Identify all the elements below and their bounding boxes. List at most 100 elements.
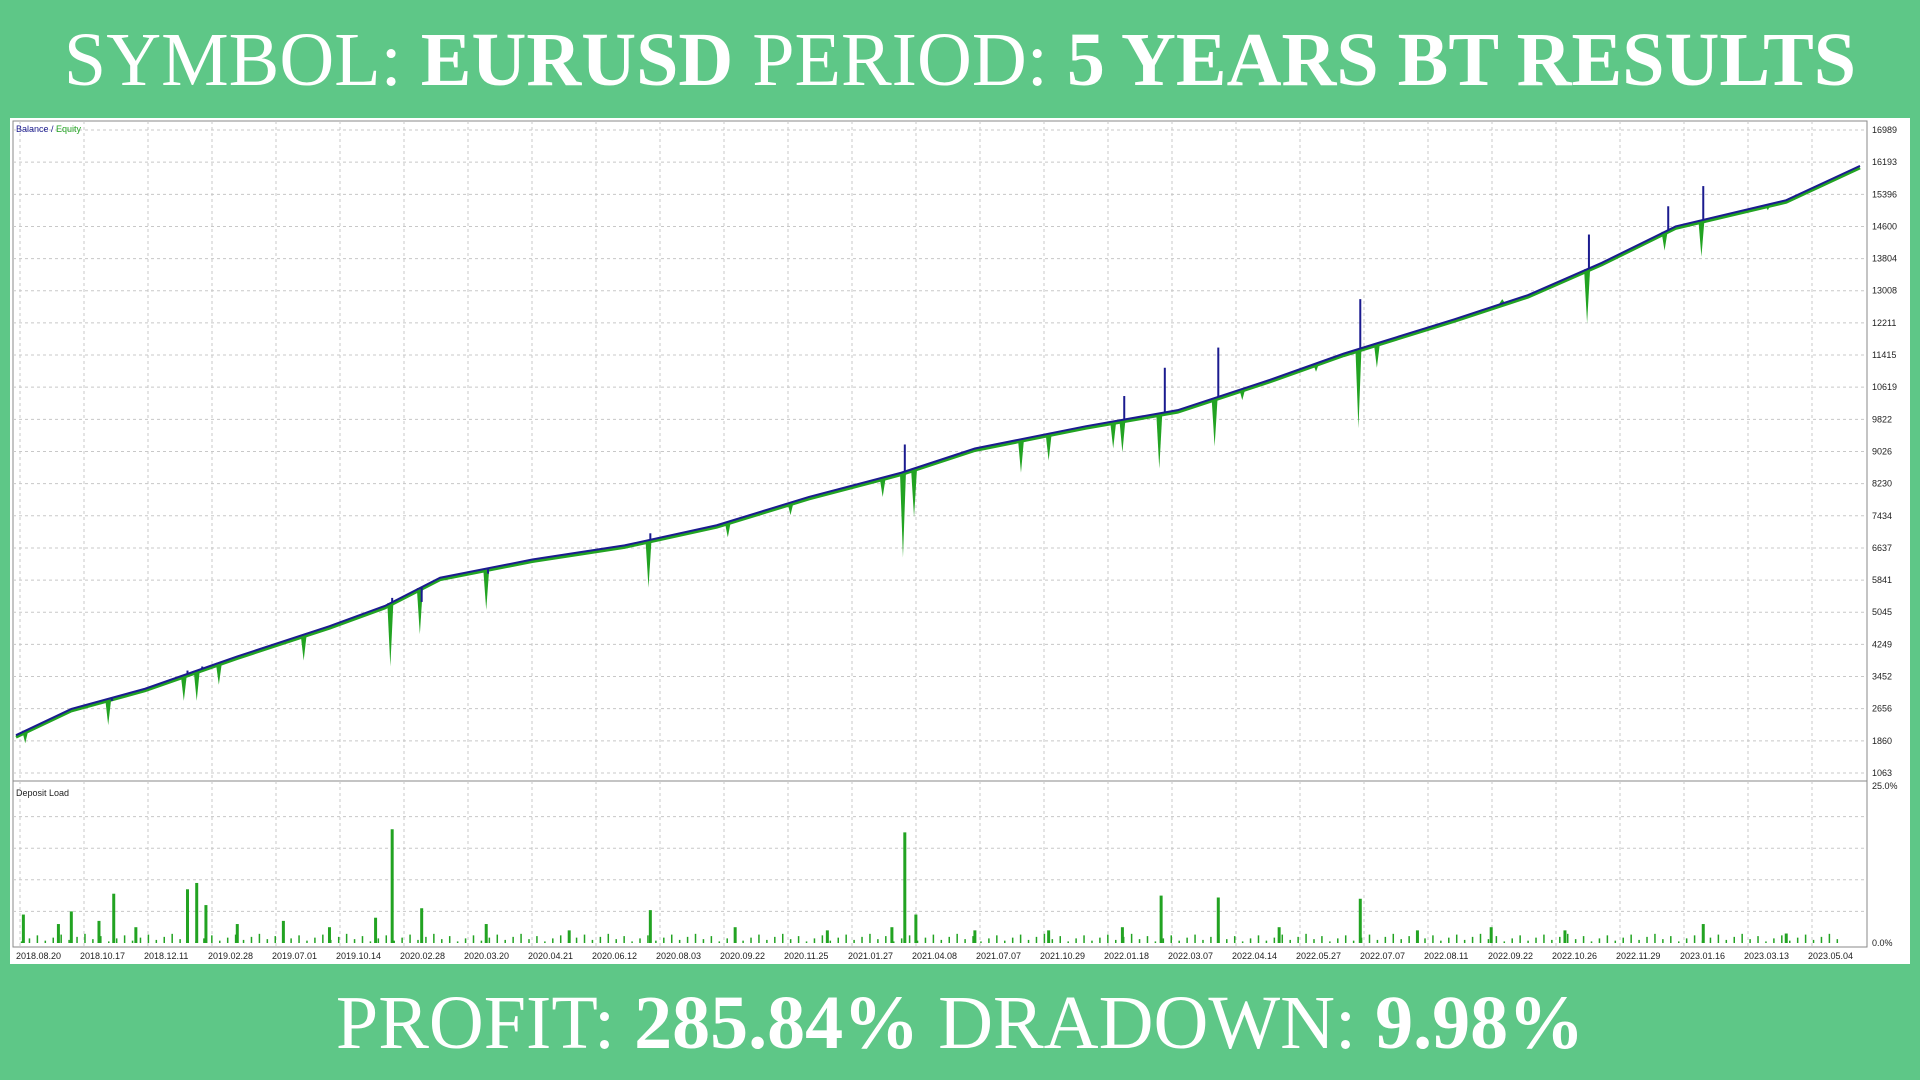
legend-equity-label: Equity [56,124,82,134]
equity-dip-mark [1110,421,1117,449]
x-axis-tick-labels: 2018.08.20 2018.10.17 2018.12.11 2019.02.28… [16,951,1853,961]
deposit-load-plot-area [12,780,1868,948]
y-tick-label: 10619 [1872,382,1897,392]
y-tick-label: 4249 [1872,639,1892,649]
symbol-label: SYMBOL: [63,18,402,102]
x-tick-label: 2019.07.01 [272,951,317,961]
equity-dip-mark [645,540,652,588]
headline-profit-drawdown: PROFIT: 285.84% DRADOWN: 9.98% [0,985,1920,1061]
x-tick-label: 2019.02.28 [208,951,253,961]
y-tick-label: 5045 [1872,607,1892,617]
period-value: 5 YEARS BT RESULTS [1066,18,1857,102]
chart-legend: Balance / Equity [16,124,82,134]
equity-dip-mark [215,662,222,685]
x-tick-label: 2020.11.25 [784,951,828,961]
profit-value: 285.84% [634,981,920,1065]
x-tick-label: 2023.05.04 [1808,951,1853,961]
x-tick-label: 2020.04.21 [528,951,573,961]
x-tick-label: 2020.03.20 [464,951,509,961]
x-tick-label: 2020.02.28 [400,951,445,961]
y-tick-label: 12211 [1872,318,1896,328]
deposit-load-series [20,829,1839,943]
equity-dip-mark [300,634,307,661]
y-tick-label: 9026 [1872,447,1892,457]
balance-line [15,164,1861,737]
y-axis-tick-labels: 1063 1860 2656 3452 4249 5045 5841 6637 7434 8230… [1872,125,1898,948]
x-tick-label: 2023.01.16 [1680,951,1725,961]
equity-dip-mark [899,472,906,558]
balance-spike-marks [110,186,1705,701]
equity-dip-mark [1355,349,1362,429]
x-tick-label: 2022.01.18 [1104,951,1149,961]
y-tick-label: 13008 [1872,286,1897,296]
legend-balance-label: Balance [16,124,49,134]
equity-dip-mark [1661,231,1668,251]
x-tick-label: 2021.07.07 [976,951,1021,961]
equity-dip-mark [1156,413,1163,469]
y-tick-label: 3452 [1872,672,1892,682]
equity-dip-mark [1211,398,1218,447]
y-tick-label: 7434 [1872,511,1892,521]
y-tick-label: 2656 [1872,704,1892,714]
x-tick-label: 2021.10.29 [1040,951,1085,961]
headline-symbol-period: SYMBOL: EURUSD PERIOD: 5 YEARS BT RESULT… [0,22,1920,98]
equity-dip-mark [1373,343,1380,368]
y-tick-label: 16193 [1872,157,1897,167]
x-tick-label: 2020.09.22 [720,951,765,961]
x-tick-label: 2022.04.14 [1232,951,1277,961]
drawdown-value: 9.98% [1375,981,1585,1065]
equity-dip-mark [1584,269,1591,324]
y-tick-label: 1063 [1872,768,1892,778]
x-tick-label: 2022.05.27 [1296,951,1341,961]
profit-label: PROFIT: [335,981,616,1065]
x-tick-label: 2022.11.29 [1616,951,1660,961]
y-tick-label: 16989 [1872,125,1897,135]
equity-series [15,166,1861,739]
equity-dip-mark [1017,439,1024,473]
y-tick-label: 14600 [1872,221,1897,231]
backtest-chart: 1063 1860 2656 3452 4249 5045 5841 6637 7434 8230… [12,120,1898,961]
deposit-load-tick-label: 25.0% [1872,781,1898,791]
x-tick-label: 2023.03.13 [1744,951,1789,961]
y-tick-label: 8230 [1872,479,1892,489]
symbol-value: EURUSD [420,18,734,102]
deposit-load-title: Deposit Load [16,788,69,798]
x-tick-label: 2022.07.07 [1360,951,1405,961]
equity-line [15,166,1861,739]
x-tick-label: 2022.03.07 [1168,951,1213,961]
x-tick-label: 2021.01.27 [848,951,893,961]
balance-series [15,164,1861,737]
equity-dip-mark [483,568,490,611]
deposit-load-tick-label: 0.0% [1872,938,1893,948]
x-tick-label: 2019.10.14 [336,951,381,961]
grid-lines [13,121,1867,947]
y-tick-label: 5841 [1872,575,1892,585]
x-tick-label: 2020.06.12 [592,951,637,961]
equity-dip-mark [193,670,200,701]
equity-dip-mark [1119,419,1126,453]
equity-dip-mark [105,698,112,726]
equity-dip-mark [387,603,394,667]
equity-dip-mark [879,477,886,497]
x-tick-label: 2022.08.11 [1424,951,1468,961]
y-tick-label: 15396 [1872,189,1897,199]
y-tick-label: 6637 [1872,543,1892,553]
x-tick-label: 2018.10.17 [80,951,125,961]
x-tick-label: 2021.04.08 [912,951,957,961]
equity-dip-mark [180,675,187,701]
y-tick-label: 13804 [1872,254,1897,264]
x-tick-label: 2022.10.26 [1552,951,1597,961]
period-label: PERIOD: [752,18,1048,102]
x-tick-label: 2022.09.22 [1488,951,1533,961]
x-tick-label: 2018.12.11 [144,951,188,961]
backtest-chart-panel: 1063 1860 2656 3452 4249 5045 5841 6637 7434 8230… [10,118,1910,964]
main-plot-area [12,120,1868,782]
y-tick-label: 11415 [1872,350,1896,360]
equity-dip-mark [1698,220,1705,257]
drawdown-label: DRADOWN: [938,981,1357,1065]
x-tick-label: 2018.08.20 [16,951,61,961]
y-tick-label: 1860 [1872,736,1892,746]
legend-separator: / [49,124,57,134]
equity-dip-mark [1045,433,1052,461]
x-tick-label: 2020.08.03 [656,951,701,961]
